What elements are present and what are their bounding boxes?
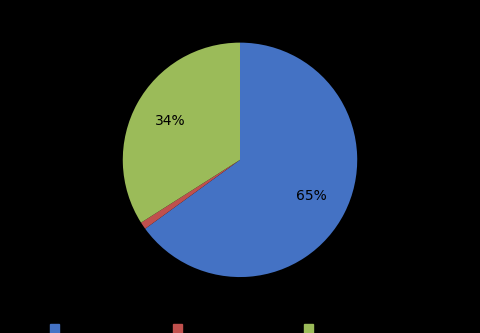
Wedge shape <box>123 43 240 223</box>
Legend: Wages & Salaries, Employee Benefits, Operating Expenses: Wages & Salaries, Employee Benefits, Ope… <box>45 320 435 333</box>
Wedge shape <box>145 43 357 277</box>
Text: 34%: 34% <box>155 115 185 129</box>
Wedge shape <box>141 160 240 229</box>
Text: 65%: 65% <box>296 189 326 203</box>
